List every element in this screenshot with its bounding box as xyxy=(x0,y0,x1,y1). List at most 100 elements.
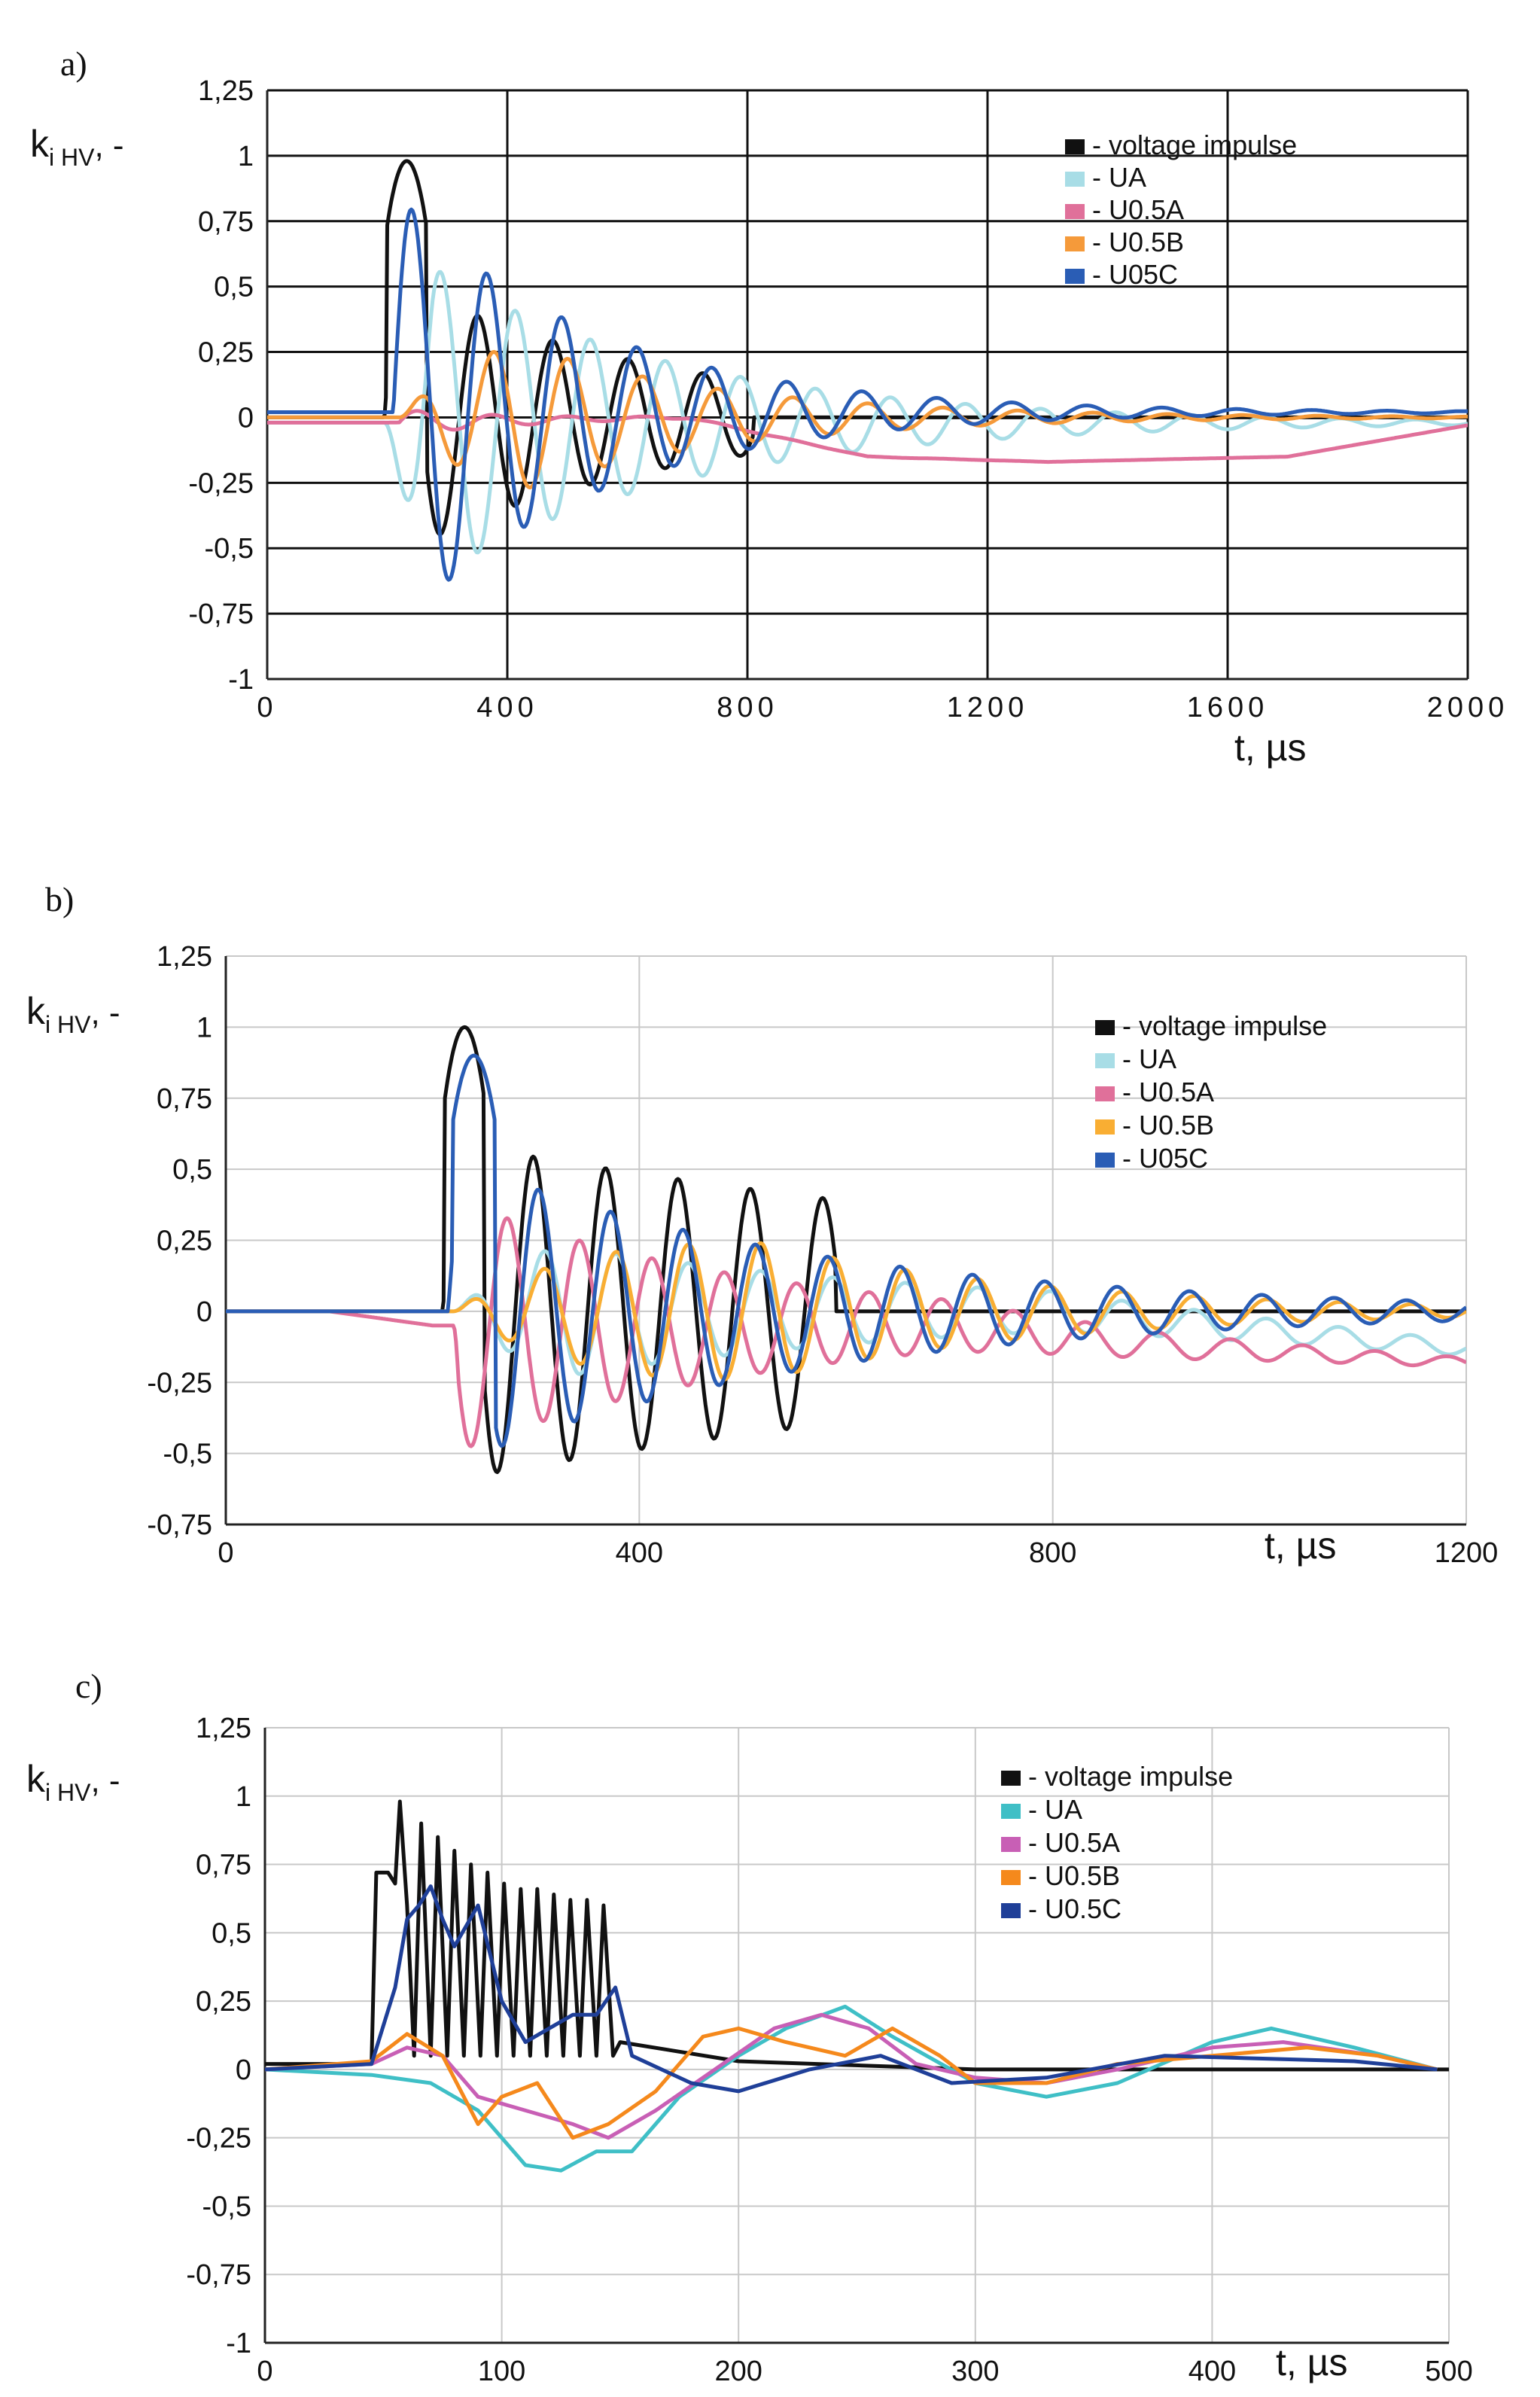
y-tick-label: -0,25 xyxy=(188,468,254,499)
x-axis-label: t, µs xyxy=(1265,1524,1336,1567)
y-tick-label: 1,25 xyxy=(196,1713,251,1744)
panel-label: b) xyxy=(45,880,74,918)
series-line-4 xyxy=(267,207,1468,582)
x-tick-label: 2000 xyxy=(1427,692,1509,723)
x-tick-label: 1200 xyxy=(947,692,1029,723)
legend-label: - U0.5B xyxy=(1122,1110,1214,1141)
chart-panel-1: b) -0,75 -0,5 -0,25 0 0,25 0,5 0,75 1 1,25 0 400 800… xyxy=(26,880,1498,1569)
legend: - voltage impulse- UA- U0.5A- U0.5B- U05… xyxy=(1065,129,1297,290)
y-tick-label: 0,75 xyxy=(196,1850,251,1881)
y-tick-label: 1 xyxy=(196,1012,212,1043)
legend-swatch xyxy=(1001,1903,1021,1918)
x-tick-label: 400 xyxy=(476,692,537,723)
y-tick-label: 1 xyxy=(236,1781,251,1813)
x-tick-label: 300 xyxy=(951,2356,999,2387)
legend-swatch xyxy=(1095,1020,1115,1035)
y-axis-label: ki HV, - xyxy=(30,123,124,171)
legend-label: - U0.5A xyxy=(1028,1827,1120,1858)
y-tick-label: 0,25 xyxy=(198,337,254,369)
legend-label: - U0.5B xyxy=(1092,227,1184,257)
legend-label: - U05C xyxy=(1092,259,1178,290)
panel-label: c) xyxy=(75,1667,102,1705)
y-tick-label: 0 xyxy=(238,402,254,434)
y-tick-label: -0,25 xyxy=(147,1367,212,1399)
x-tick-label: 800 xyxy=(1029,1537,1076,1569)
legend: - voltage impulse- UA- U0.5A- U0.5B- U05… xyxy=(1095,1010,1327,1174)
x-tick-label: 0 xyxy=(257,2356,272,2387)
legend-label: - voltage impulse xyxy=(1028,1761,1233,1792)
x-tick-label: 1200 xyxy=(1435,1537,1499,1569)
series-line-1 xyxy=(265,2004,1438,2173)
y-tick-label: 1 xyxy=(238,141,254,172)
legend-label: - voltage impulse xyxy=(1092,129,1297,160)
legend: - voltage impulse- UA- U0.5A- U0.5B- U0.… xyxy=(1001,1761,1233,1924)
legend-swatch xyxy=(1065,204,1085,219)
legend-label: - U0.5C xyxy=(1028,1893,1122,1924)
x-axis-label: t, µs xyxy=(1276,2341,1347,2383)
legend-label: - UA xyxy=(1092,162,1146,193)
y-tick-label: 0,75 xyxy=(157,1083,212,1115)
series-line-4 xyxy=(226,1053,1466,1448)
y-tick-label: -1 xyxy=(228,664,254,696)
series-line-2 xyxy=(265,2012,1438,2140)
x-tick-label: 0 xyxy=(257,692,277,723)
y-tick-label: 0 xyxy=(196,1296,212,1328)
x-tick-label: 200 xyxy=(714,2356,762,2387)
y-axis-label: ki HV, - xyxy=(26,1758,120,1806)
legend-swatch xyxy=(1001,1870,1021,1885)
y-tick-label: -0,5 xyxy=(163,1439,212,1470)
legend-label: - U0.5A xyxy=(1092,194,1184,225)
legend-swatch xyxy=(1065,236,1085,251)
legend-label: - U05C xyxy=(1122,1143,1208,1174)
legend-swatch xyxy=(1065,269,1085,284)
y-tick-label: 0 xyxy=(236,2054,251,2086)
series-line-2 xyxy=(226,1216,1466,1448)
legend-swatch xyxy=(1095,1153,1115,1168)
x-tick-label: 100 xyxy=(478,2356,525,2387)
legend-swatch xyxy=(1001,1837,1021,1852)
y-tick-label: 1,25 xyxy=(157,941,212,973)
y-tick-label: 0,25 xyxy=(196,1986,251,2018)
y-tick-label: 1,25 xyxy=(198,75,254,107)
y-tick-label: -0,75 xyxy=(188,598,254,630)
series-line-3 xyxy=(265,2026,1438,2140)
y-tick-label: 0,25 xyxy=(157,1226,212,1257)
y-tick-label: -0,5 xyxy=(205,533,254,565)
legend-swatch xyxy=(1001,1804,1021,1819)
legend-swatch xyxy=(1095,1053,1115,1068)
y-tick-label: 0,5 xyxy=(214,272,254,303)
x-tick-label: 400 xyxy=(1188,2356,1236,2387)
y-tick-label: 0,75 xyxy=(198,206,254,238)
y-tick-label: -0,75 xyxy=(186,2259,251,2291)
legend-label: - voltage impulse xyxy=(1122,1010,1327,1041)
series-line-0 xyxy=(267,159,1468,537)
x-tick-label: 0 xyxy=(218,1537,233,1569)
y-tick-label: 0,5 xyxy=(172,1154,212,1186)
chart-panel-2: c) -1 -0,75 -0,5 -0,25 0 0,25 0,5 0,75 1 1,25 0 100 2… xyxy=(26,1667,1473,2387)
chart-panel-0: a) -1 -0,75 -0,5 -0,25 0 0,25 0,5 0,75 1 1,25 0 400 8… xyxy=(30,44,1509,769)
series-line-0 xyxy=(226,1025,1466,1474)
x-axis-label: t, µs xyxy=(1234,726,1306,769)
series-line-4 xyxy=(265,1884,1438,2094)
legend-label: - UA xyxy=(1122,1043,1176,1074)
x-tick-label: 500 xyxy=(1425,2356,1472,2387)
legend-swatch xyxy=(1065,139,1085,154)
y-tick-label: -0,5 xyxy=(202,2191,251,2222)
y-tick-label: -0,25 xyxy=(186,2123,251,2155)
legend-swatch xyxy=(1065,172,1085,187)
legend-swatch xyxy=(1095,1086,1115,1101)
legend-label: - UA xyxy=(1028,1794,1082,1825)
legend-swatch xyxy=(1001,1771,1021,1786)
legend-label: - U0.5B xyxy=(1028,1860,1120,1891)
legend-swatch xyxy=(1095,1119,1115,1135)
panel-label: a) xyxy=(60,44,87,83)
y-tick-label: 0,5 xyxy=(212,1917,251,1949)
series-line-0 xyxy=(265,1799,1449,2072)
legend-label: - U0.5A xyxy=(1122,1077,1214,1107)
x-tick-label: 800 xyxy=(717,692,778,723)
y-tick-label: -0,75 xyxy=(147,1509,212,1541)
y-tick-label: -1 xyxy=(226,2328,251,2359)
x-tick-label: 1600 xyxy=(1187,692,1269,723)
y-axis-label: ki HV, - xyxy=(26,990,120,1038)
